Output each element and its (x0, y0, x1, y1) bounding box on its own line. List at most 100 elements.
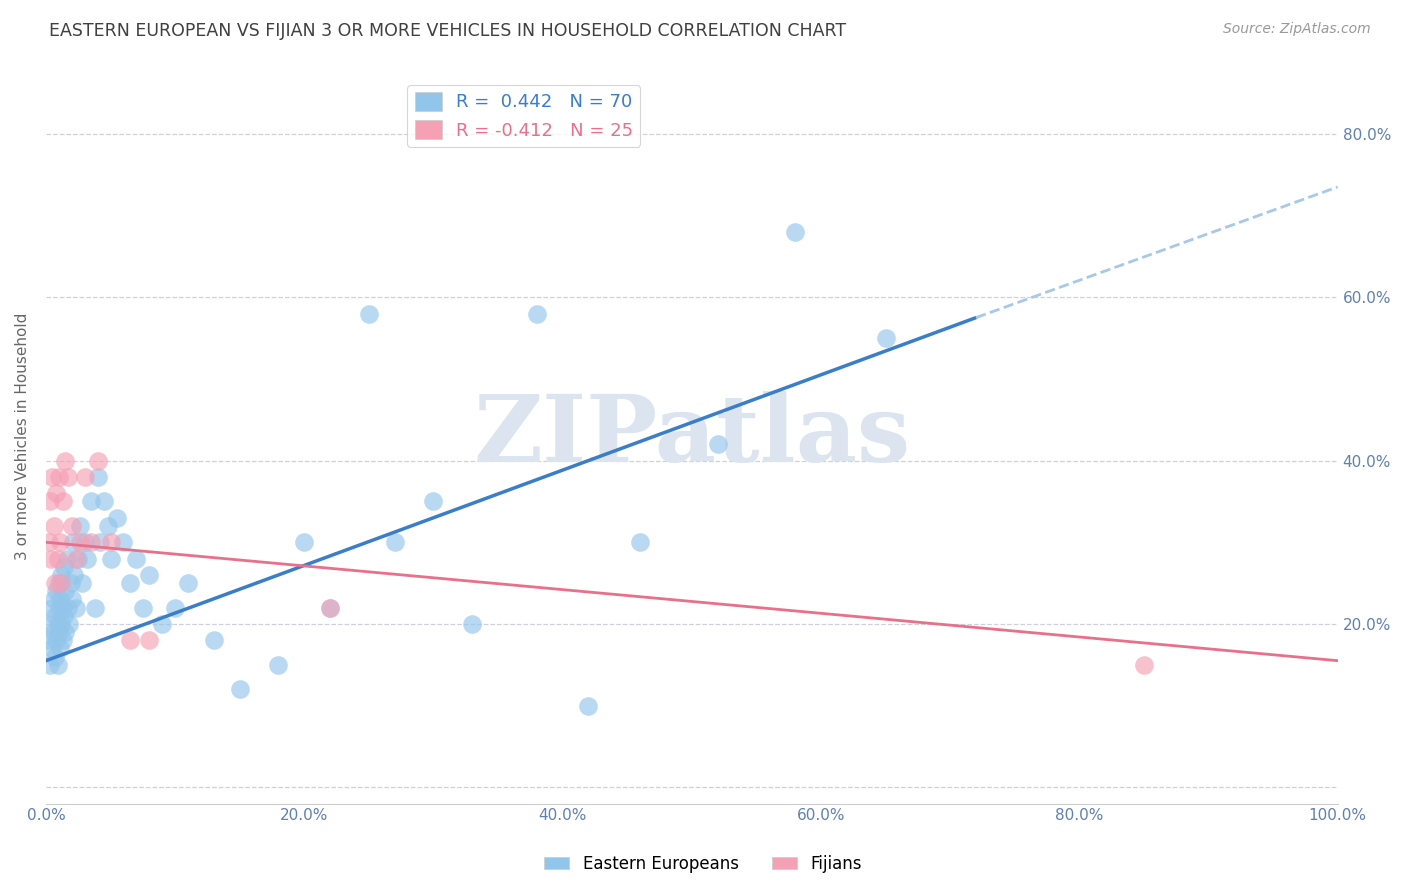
Point (52, 600, 75, 615)
Point (785, 225, 807, 239)
Point (53, 559, 76, 574)
Text: ZIPatlas: ZIPatlas (474, 391, 910, 481)
Point (138, 568, 160, 582)
Point (138, 633, 160, 648)
Point (422, 494, 444, 508)
Point (38, 535, 60, 549)
Point (44, 608, 66, 623)
Point (38, 633, 60, 648)
Point (86, 470, 108, 484)
Point (292, 535, 315, 549)
Point (267, 657, 290, 672)
Point (38, 494, 60, 508)
Point (53, 453, 76, 467)
Point (51, 616, 73, 631)
Point (319, 600, 342, 615)
Point (73, 535, 96, 549)
Point (70, 576, 93, 591)
Point (100, 535, 122, 549)
Text: Source: ZipAtlas.com: Source: ZipAtlas.com (1223, 22, 1371, 37)
Point (118, 633, 141, 648)
Point (132, 600, 155, 615)
Point (52, 494, 75, 508)
Point (46, 616, 69, 631)
Point (52, 633, 75, 648)
Point (42, 519, 65, 533)
Point (46, 657, 69, 672)
Point (112, 535, 135, 549)
Point (76, 551, 98, 566)
Point (62, 535, 84, 549)
Point (49, 592, 72, 607)
Point (60, 519, 83, 533)
Point (59, 576, 82, 591)
Point (578, 698, 600, 713)
Point (80, 535, 103, 549)
Point (526, 307, 548, 321)
Point (51, 576, 73, 591)
Point (42, 592, 65, 607)
Point (73, 470, 96, 484)
Point (44, 649, 66, 664)
Point (46, 551, 69, 566)
Point (67, 551, 90, 566)
Point (89, 535, 111, 549)
Point (628, 535, 651, 549)
Point (80, 494, 103, 508)
Point (45, 633, 67, 648)
Legend: R =  0.442   N = 70, R = -0.412   N = 25: R = 0.442 N = 70, R = -0.412 N = 25 (408, 85, 641, 147)
Point (384, 535, 406, 549)
Point (56, 470, 79, 484)
Point (100, 551, 122, 566)
Point (49, 641, 72, 656)
Point (706, 437, 728, 451)
Point (69, 519, 91, 533)
Point (51, 568, 73, 582)
Point (65, 600, 87, 615)
Point (48, 470, 70, 484)
Point (461, 616, 484, 631)
Point (105, 510, 128, 524)
Point (41, 641, 63, 656)
Point (41, 600, 63, 615)
Point (65, 551, 87, 566)
Point (86, 453, 108, 467)
Point (319, 600, 342, 615)
Point (48, 600, 70, 615)
Point (97, 519, 120, 533)
Point (48, 625, 70, 640)
Point (49, 535, 72, 549)
Point (150, 616, 173, 631)
Point (42, 625, 65, 640)
Point (357, 307, 380, 321)
Point (53, 625, 76, 640)
Point (1133, 657, 1156, 672)
Point (58, 616, 80, 631)
Point (165, 600, 187, 615)
Point (38, 657, 60, 672)
Point (202, 633, 225, 648)
Legend: Eastern Europeans, Fijians: Eastern Europeans, Fijians (537, 848, 869, 880)
Point (84, 600, 107, 615)
Point (44, 576, 66, 591)
Point (39, 551, 62, 566)
Point (125, 551, 148, 566)
Point (53, 608, 76, 623)
Point (56, 600, 79, 615)
Y-axis label: 3 or more Vehicles in Household: 3 or more Vehicles in Household (15, 312, 30, 560)
Point (55, 551, 77, 566)
Point (39, 616, 62, 631)
Point (228, 682, 250, 697)
Text: EASTERN EUROPEAN VS FIJIAN 3 OR MORE VEHICLES IN HOUSEHOLD CORRELATION CHART: EASTERN EUROPEAN VS FIJIAN 3 OR MORE VEH… (49, 22, 846, 40)
Point (69, 535, 91, 549)
Point (93, 494, 115, 508)
Point (60, 592, 83, 607)
Point (41, 470, 63, 484)
Point (177, 576, 200, 591)
Point (875, 331, 897, 345)
Point (45, 584, 67, 599)
Point (53, 584, 76, 599)
Point (118, 576, 141, 591)
Point (48, 576, 70, 591)
Point (45, 486, 67, 500)
